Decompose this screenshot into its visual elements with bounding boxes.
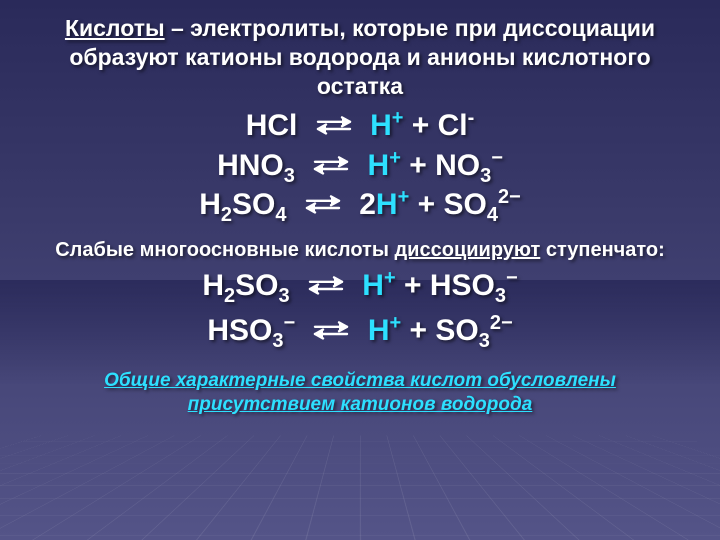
eq-subscript: 3 bbox=[284, 165, 295, 187]
eq-superscript: + bbox=[398, 186, 410, 208]
equilibrium-arrow-icon bbox=[301, 194, 345, 214]
eq-text: HCl bbox=[246, 109, 298, 142]
eq-text: H bbox=[368, 149, 390, 182]
eq-text: SO bbox=[232, 188, 275, 221]
eq-text: H bbox=[368, 314, 390, 347]
eq-superscript: 2− bbox=[490, 312, 513, 334]
eq-subscript: 3 bbox=[278, 285, 289, 307]
eq-superscript: − bbox=[491, 147, 503, 169]
eq-superscript: + bbox=[390, 312, 402, 334]
eq-subscript: 4 bbox=[275, 204, 286, 226]
eq-text: 2 bbox=[359, 188, 376, 221]
equation-eq2: HNO3 H+ + NO3− bbox=[30, 150, 690, 182]
equilibrium-arrow-icon bbox=[309, 155, 353, 175]
eq-subscript: 2 bbox=[221, 204, 232, 226]
eq-text: H bbox=[199, 188, 221, 221]
eq-text: H bbox=[362, 269, 384, 302]
slide-title: Кислоты – электролиты, которые при диссо… bbox=[30, 14, 690, 100]
equilibrium-arrow-icon bbox=[304, 275, 348, 295]
equation-eq5: HSO3− H+ + SO32− bbox=[30, 315, 690, 347]
eq-text: H bbox=[202, 269, 224, 302]
eq-superscript: − bbox=[506, 267, 518, 289]
eq-text: + HSO bbox=[396, 269, 495, 302]
equation-block-1: HCl H+ + Cl- HNO3 H+ + NO3− H2SO4 2H+ + … bbox=[30, 110, 690, 221]
subhead-before: Слабые многоосновные кислоты bbox=[55, 239, 394, 261]
equation-eq1: HCl H+ + Cl- bbox=[30, 110, 690, 142]
eq-subscript: 3 bbox=[272, 330, 283, 352]
eq-superscript: − bbox=[283, 312, 295, 334]
eq-subscript: 4 bbox=[487, 204, 498, 226]
equation-eq3: H2SO4 2H+ + SO42− bbox=[30, 189, 690, 221]
eq-superscript: - bbox=[468, 107, 475, 129]
equilibrium-arrow-icon bbox=[312, 115, 356, 135]
title-underlined: Кислоты bbox=[65, 15, 165, 41]
equation-eq4: H2SO3 H+ + HSO3− bbox=[30, 270, 690, 302]
eq-text: + NO bbox=[401, 149, 480, 182]
equation-block-2: H2SO3 H+ + HSO3− HSO3− H+ + SO32− bbox=[30, 270, 690, 347]
equilibrium-arrow-icon bbox=[309, 320, 353, 340]
eq-subscript: 3 bbox=[480, 165, 491, 187]
subhead-after: ступенчато: bbox=[540, 239, 665, 261]
slide-content: Кислоты – электролиты, которые при диссо… bbox=[0, 0, 720, 540]
footer-note: Общие характерные свойства кислот обусло… bbox=[30, 369, 690, 417]
eq-text: H bbox=[376, 188, 398, 221]
eq-superscript: + bbox=[384, 267, 396, 289]
eq-text: HNO bbox=[217, 149, 284, 182]
eq-text: + SO bbox=[401, 314, 479, 347]
eq-text: SO bbox=[235, 269, 278, 302]
subheading: Слабые многоосновные кислоты диссоциирую… bbox=[30, 239, 690, 262]
eq-subscript: 3 bbox=[479, 330, 490, 352]
footer-line-2: присутствием катионов водорода bbox=[188, 394, 533, 415]
subhead-underlined: диссоциируют bbox=[394, 239, 540, 261]
eq-text: H bbox=[370, 109, 392, 142]
eq-superscript: + bbox=[389, 147, 401, 169]
footer-line-1: Общие характерные свойства кислот обусло… bbox=[104, 370, 616, 391]
eq-text: + SO bbox=[409, 188, 487, 221]
eq-subscript: 2 bbox=[224, 285, 235, 307]
eq-superscript: + bbox=[392, 107, 404, 129]
eq-text: HSO bbox=[207, 314, 272, 347]
eq-subscript: 3 bbox=[495, 285, 506, 307]
eq-text: + Cl bbox=[403, 109, 467, 142]
eq-superscript: 2− bbox=[498, 186, 521, 208]
